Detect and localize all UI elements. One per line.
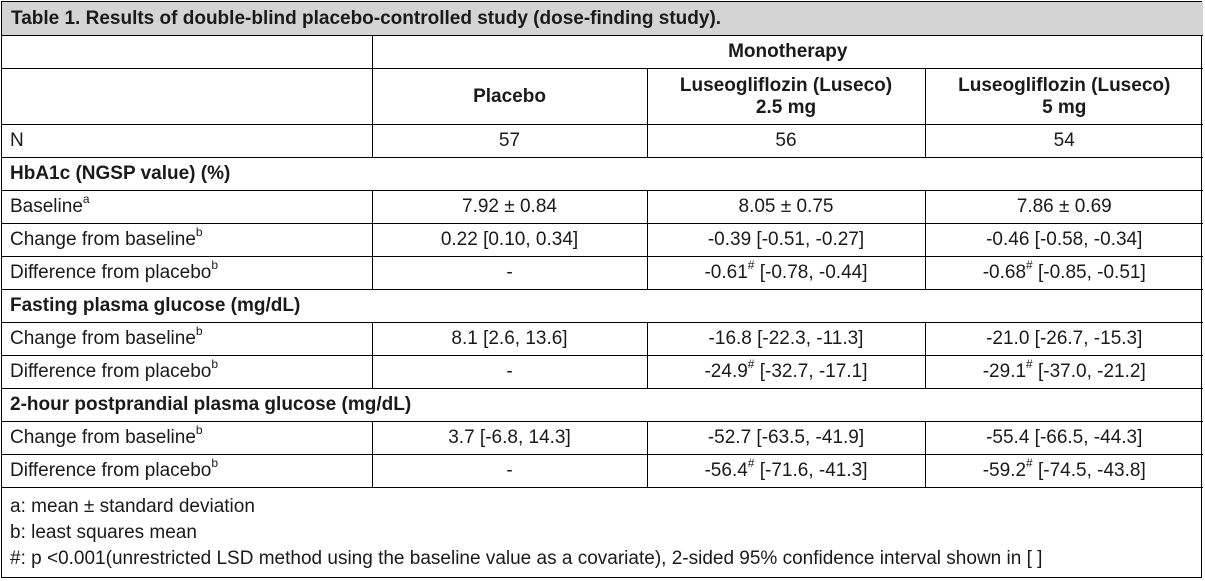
- n-dose1: 56: [646, 124, 926, 158]
- row-label: Difference from placebob: [2, 454, 373, 488]
- group-header-row: Monotherapy: [2, 35, 1203, 69]
- section-heading-row: 2-hour postprandial plasma glucose (mg/d…: [2, 388, 1203, 422]
- table-row: Difference from placebob - -24.9# [-32.7…: [2, 355, 1203, 389]
- dose1-cell: -24.9# [-32.7, -17.1]: [646, 355, 926, 389]
- placebo-cell: -: [371, 355, 648, 389]
- footnote-marker: b: [195, 323, 203, 338]
- empty-header-cell: [2, 68, 373, 125]
- dose1-cell: -0.39 [-0.51, -0.27]: [646, 223, 926, 257]
- n-placebo: 57: [371, 124, 648, 158]
- table-title-row: Table 1. Results of double-blind placebo…: [2, 2, 1203, 36]
- table-row: Baselinea 7.92 ± 0.84 8.05 ± 0.75 7.86 ±…: [2, 190, 1203, 224]
- section-heading: 2-hour postprandial plasma glucose (mg/d…: [2, 388, 1203, 422]
- footnote-marker: b: [211, 356, 219, 371]
- placebo-cell: 3.7 [-6.8, 14.3]: [371, 421, 648, 455]
- section-heading: HbA1c (NGSP value) (%): [2, 157, 1203, 191]
- footnote-marker: a: [82, 191, 90, 206]
- row-label: Change from baselineb: [2, 322, 373, 356]
- footnote-marker: b: [195, 224, 203, 239]
- dose2-cell: -0.68# [-0.85, -0.51]: [924, 256, 1203, 290]
- n-label: N: [2, 124, 373, 158]
- footnotes-row: a: mean ± standard deviation b: least sq…: [2, 487, 1203, 576]
- column-header-row: Placebo Luseogliflozin (Luseco) 2.5 mg L…: [2, 68, 1203, 125]
- dose2-cell: -0.46 [-0.58, -0.34]: [924, 223, 1203, 257]
- n-row: N 57 56 54: [2, 124, 1203, 158]
- n-dose2: 54: [924, 124, 1203, 158]
- section-heading-row: Fasting plasma glucose (mg/dL): [2, 289, 1203, 323]
- dose-header-line1: Luseogliflozin (Luseco): [679, 74, 893, 96]
- placebo-cell: 8.1 [2.6, 13.6]: [371, 322, 648, 356]
- dose1-cell: -56.4# [-71.6, -41.3]: [646, 454, 926, 488]
- placebo-cell: -: [371, 256, 648, 290]
- table-row: Change from baselineb 0.22 [0.10, 0.34] …: [2, 223, 1203, 257]
- footnote-marker: b: [211, 455, 219, 470]
- dose-2-5mg-header: Luseogliflozin (Luseco) 2.5 mg: [646, 68, 926, 125]
- row-label: Change from baselineb: [2, 223, 373, 257]
- section-heading: Fasting plasma glucose (mg/dL): [2, 289, 1203, 323]
- empty-header-cell: [2, 35, 373, 69]
- footnotes: a: mean ± standard deviation b: least sq…: [2, 487, 1203, 576]
- dose2-cell: -29.1# [-37.0, -21.2]: [924, 355, 1203, 389]
- footnote-marker: b: [195, 422, 203, 437]
- footnote-hash: #: p <0.001(unrestricted LSD method usin…: [10, 548, 1043, 569]
- dose2-cell: -59.2# [-74.5, -43.8]: [924, 454, 1203, 488]
- placebo-cell: -: [371, 454, 648, 488]
- dose1-cell: -52.7 [-63.5, -41.9]: [646, 421, 926, 455]
- table-row: Change from baselineb 3.7 [-6.8, 14.3] -…: [2, 421, 1203, 455]
- table-row: Difference from placebob - -56.4# [-71.6…: [2, 454, 1203, 488]
- table-row: Difference from placebob - -0.61# [-0.78…: [2, 256, 1203, 290]
- footnote-marker: b: [211, 257, 219, 272]
- row-label: Difference from placebob: [2, 256, 373, 290]
- table-title: Table 1. Results of double-blind placebo…: [2, 2, 1203, 36]
- dose2-cell: -55.4 [-66.5, -44.3]: [924, 421, 1203, 455]
- dose-header-line1: Luseogliflozin (Luseco): [958, 74, 1171, 96]
- placebo-cell: 0.22 [0.10, 0.34]: [371, 223, 648, 257]
- dose-header-line2: 5 mg: [1042, 96, 1087, 118]
- dose-5mg-header: Luseogliflozin (Luseco) 5 mg: [924, 68, 1203, 125]
- section-heading-row: HbA1c (NGSP value) (%): [2, 157, 1203, 191]
- row-label: Baselinea: [2, 190, 373, 224]
- dose1-cell: -16.8 [-22.3, -11.3]: [646, 322, 926, 356]
- monotherapy-header: Monotherapy: [371, 35, 1203, 69]
- row-label: Difference from placebob: [2, 355, 373, 389]
- table-row: Change from baselineb 8.1 [2.6, 13.6] -1…: [2, 322, 1203, 356]
- row-label: Change from baselineb: [2, 421, 373, 455]
- dose1-cell: 8.05 ± 0.75: [646, 190, 926, 224]
- placebo-header: Placebo: [371, 68, 648, 125]
- footnote-b: b: least squares mean: [10, 522, 197, 543]
- dose2-cell: -21.0 [-26.7, -15.3]: [924, 322, 1203, 356]
- dose-header-line2: 2.5 mg: [755, 96, 817, 118]
- placebo-cell: 7.92 ± 0.84: [371, 190, 648, 224]
- dose1-cell: -0.61# [-0.78, -0.44]: [646, 256, 926, 290]
- footnote-a: a: mean ± standard deviation: [10, 496, 255, 517]
- dose2-cell: 7.86 ± 0.69: [924, 190, 1203, 224]
